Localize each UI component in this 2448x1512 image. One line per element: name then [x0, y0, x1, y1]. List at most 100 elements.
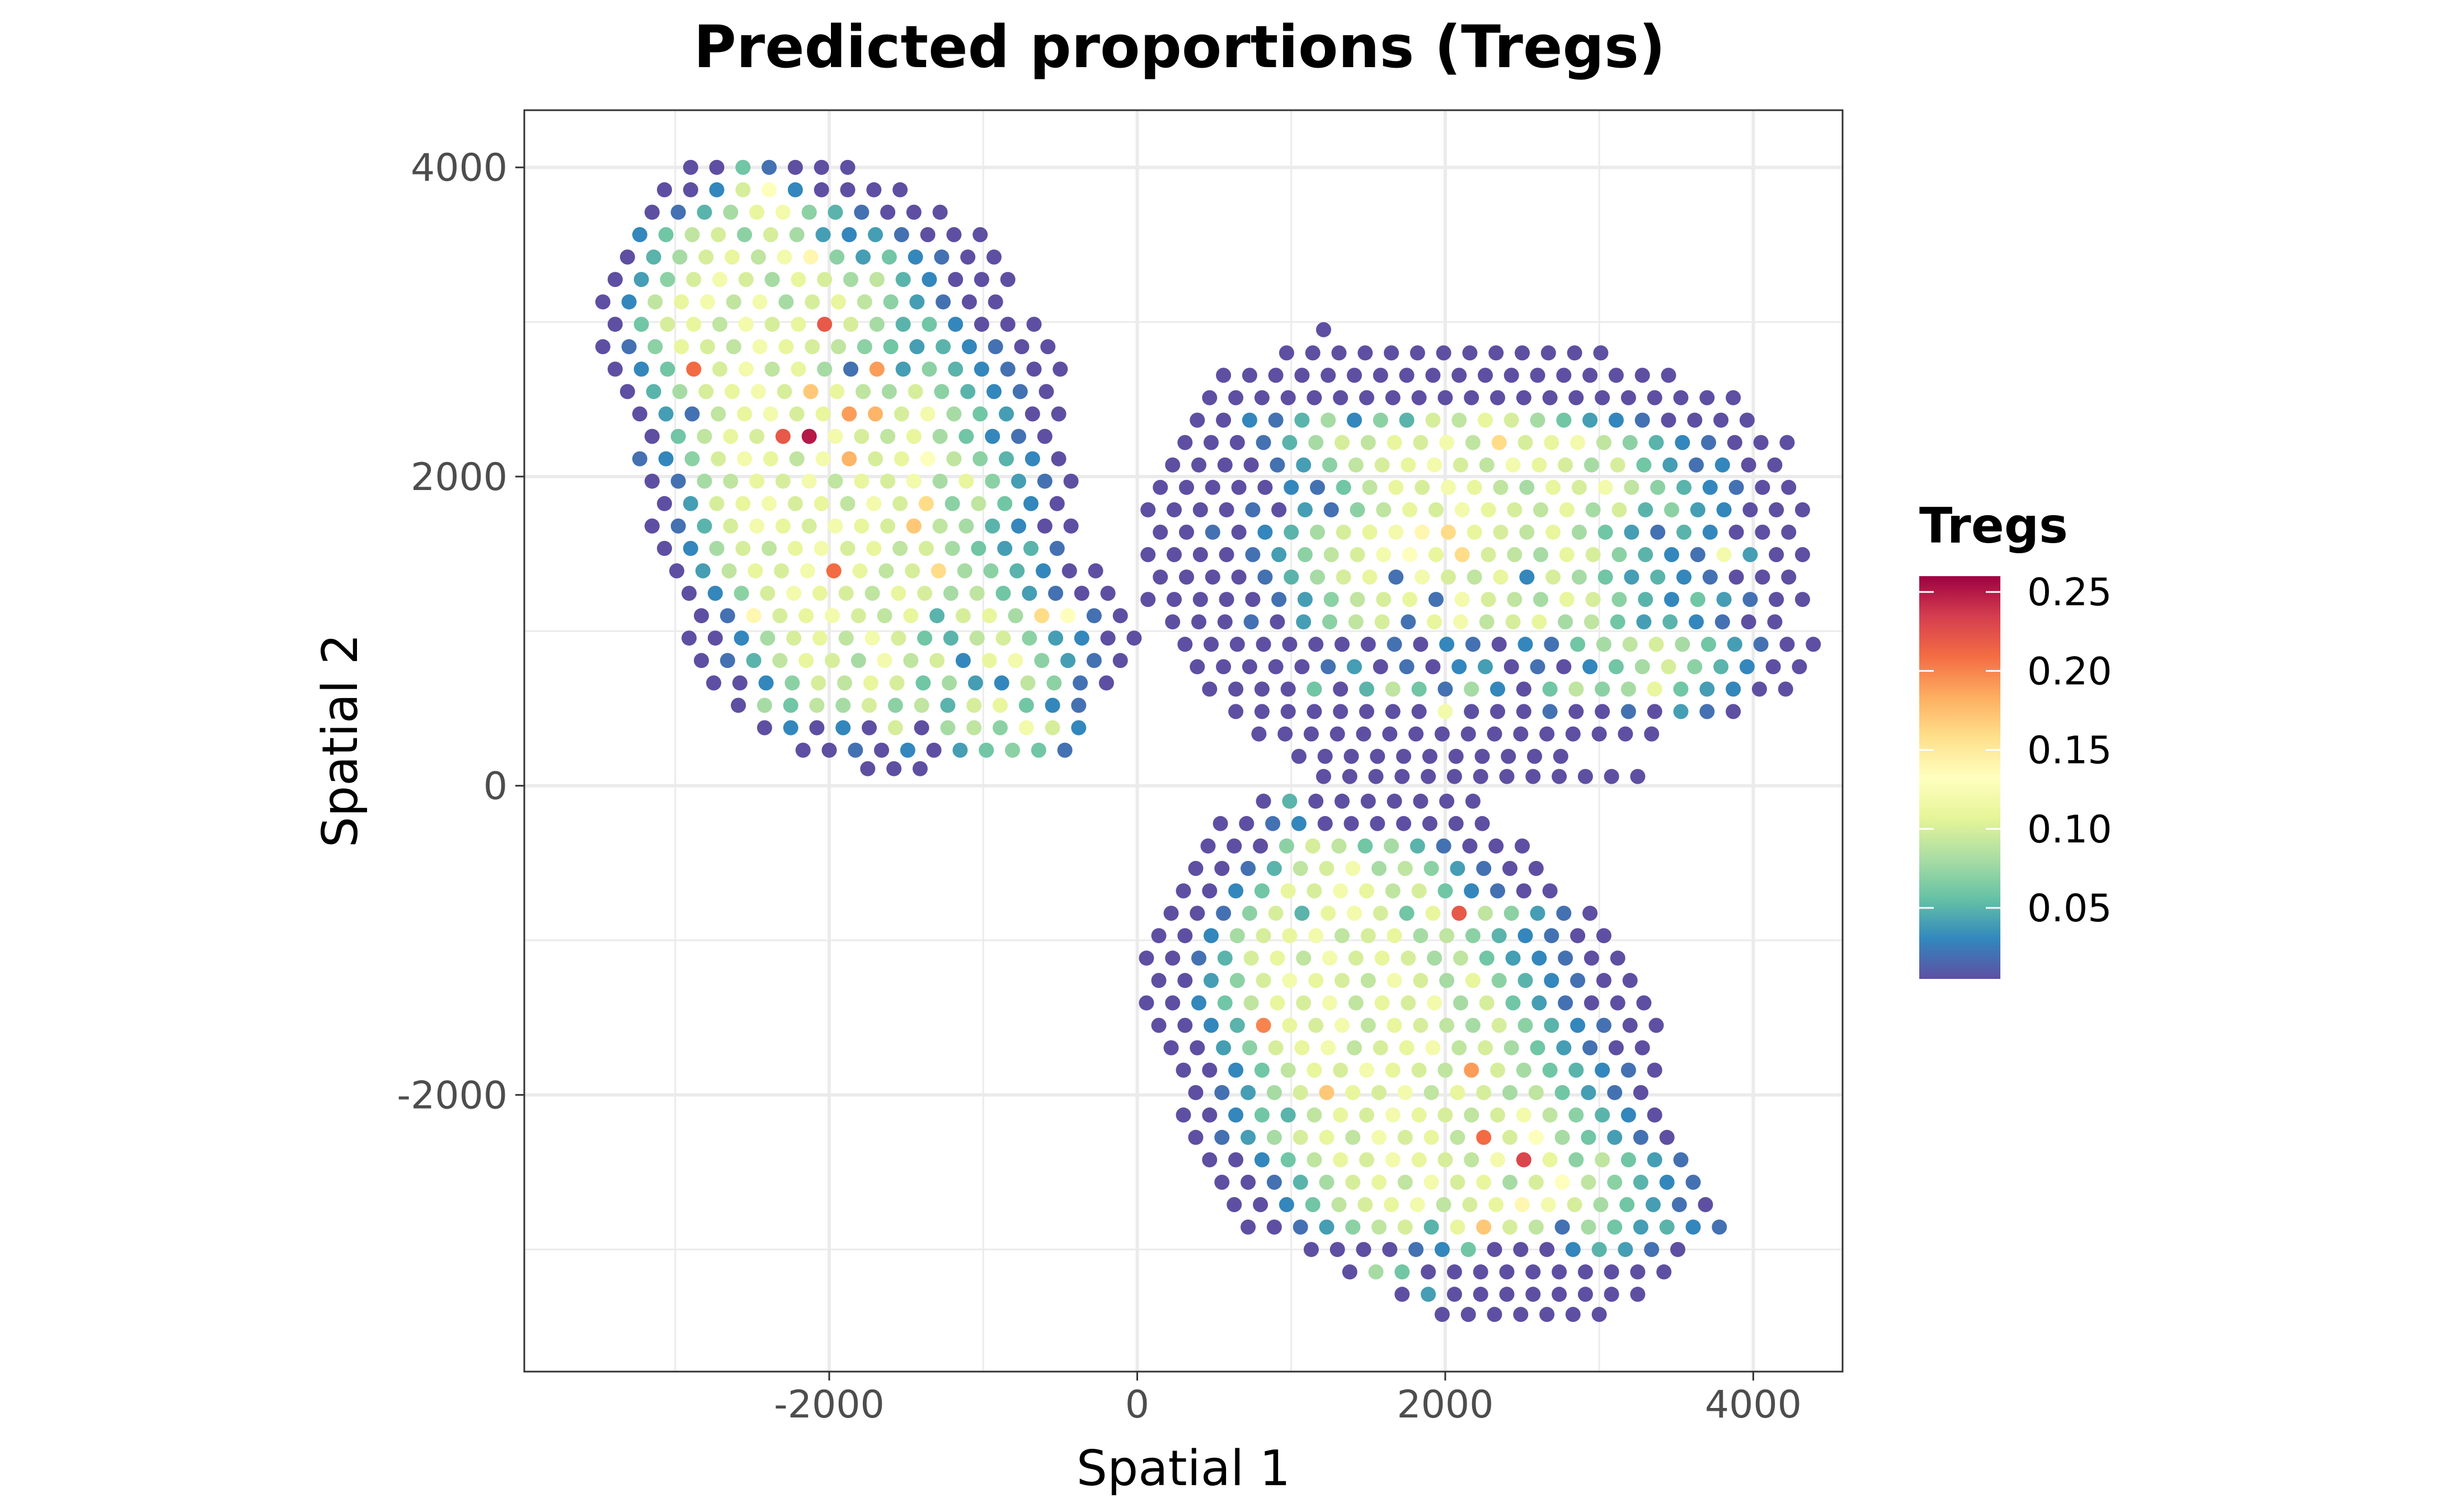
spot — [1505, 457, 1521, 473]
spot — [1321, 368, 1336, 383]
spot — [829, 249, 845, 265]
y-tick-label: 0 — [483, 765, 508, 809]
spot — [932, 204, 948, 220]
spot — [1394, 1264, 1410, 1280]
spot — [1611, 592, 1627, 607]
spot — [1411, 1062, 1427, 1078]
spot — [1347, 659, 1362, 675]
spot — [1401, 950, 1416, 966]
spot — [1607, 1219, 1623, 1235]
spot — [1310, 524, 1325, 540]
spot — [1387, 973, 1402, 988]
spot — [1434, 1242, 1450, 1257]
spot — [1394, 769, 1410, 784]
legend-ticks: 0.25 0.20 0.15 0.10 0.05 — [1919, 571, 2112, 931]
spot — [1490, 390, 1505, 406]
spot — [1662, 614, 1678, 630]
spot — [1282, 637, 1298, 652]
spot — [1266, 1219, 1282, 1235]
spot — [725, 249, 740, 265]
spot — [974, 361, 989, 377]
spot — [1356, 1242, 1371, 1257]
spot — [1568, 1107, 1584, 1123]
spot — [632, 406, 647, 422]
spot — [1279, 345, 1294, 361]
spot — [1528, 1219, 1544, 1235]
spot — [1256, 928, 1271, 944]
spot — [1360, 928, 1376, 944]
spot — [1646, 1197, 1661, 1212]
spot — [868, 451, 883, 467]
spot — [1505, 995, 1521, 1011]
spot — [1217, 950, 1233, 966]
spot — [1595, 390, 1610, 406]
spot — [1347, 368, 1362, 383]
spot — [731, 698, 746, 713]
spot — [1624, 479, 1639, 495]
spot — [1554, 1175, 1570, 1190]
spot — [1317, 816, 1333, 831]
spot — [1516, 1152, 1531, 1167]
spot — [857, 294, 872, 310]
spot — [1423, 1219, 1439, 1235]
spot — [683, 182, 698, 197]
spot — [619, 249, 635, 265]
spot — [786, 586, 802, 601]
spot — [1434, 726, 1450, 742]
spot — [1702, 479, 1718, 495]
spot — [1401, 995, 1416, 1011]
spot — [1624, 524, 1639, 540]
spot — [831, 294, 846, 310]
spot — [1411, 883, 1427, 899]
spot — [1243, 950, 1259, 966]
spot — [712, 361, 727, 377]
spot — [711, 451, 726, 467]
spot — [1323, 502, 1339, 517]
plot-panel — [523, 109, 1844, 1373]
spot — [1376, 592, 1392, 607]
spot — [1214, 1175, 1230, 1190]
spot — [763, 406, 778, 422]
spot — [843, 361, 858, 377]
spot — [1219, 547, 1234, 562]
spot — [1293, 1175, 1308, 1190]
spot — [1399, 368, 1415, 383]
spot — [1476, 1219, 1492, 1235]
spot — [1604, 1264, 1619, 1280]
spot — [1474, 816, 1490, 831]
spot — [828, 518, 843, 534]
spot — [709, 496, 725, 511]
spot — [1333, 1152, 1348, 1167]
spot — [621, 294, 637, 310]
spot — [1570, 1018, 1586, 1033]
spot — [1335, 793, 1350, 809]
spot — [1345, 1219, 1361, 1235]
spot — [1577, 1287, 1593, 1302]
spot — [1415, 524, 1430, 540]
spot — [1254, 1107, 1270, 1123]
spot — [1214, 861, 1230, 876]
spot — [737, 451, 753, 467]
spot — [1241, 1175, 1256, 1190]
spot — [929, 653, 945, 668]
spot — [906, 204, 922, 220]
spot — [1191, 950, 1206, 966]
spot — [1638, 547, 1653, 562]
spot — [1519, 569, 1535, 585]
spot — [1280, 704, 1296, 719]
legend: Tregs 0.25 0.20 0.15 0.10 0.05 — [1919, 497, 2112, 979]
spot — [1205, 524, 1220, 540]
spot — [1479, 950, 1495, 966]
spot — [1488, 838, 1504, 854]
spot — [1385, 681, 1401, 697]
spot — [1359, 1107, 1374, 1123]
spot — [1382, 1242, 1398, 1257]
spot — [798, 653, 814, 668]
spot — [1293, 1085, 1308, 1100]
spot — [1422, 816, 1437, 831]
spot — [1411, 704, 1427, 719]
spot — [1620, 1062, 1636, 1078]
spot — [997, 496, 1013, 511]
spot — [1781, 569, 1797, 585]
spot — [1216, 906, 1232, 921]
